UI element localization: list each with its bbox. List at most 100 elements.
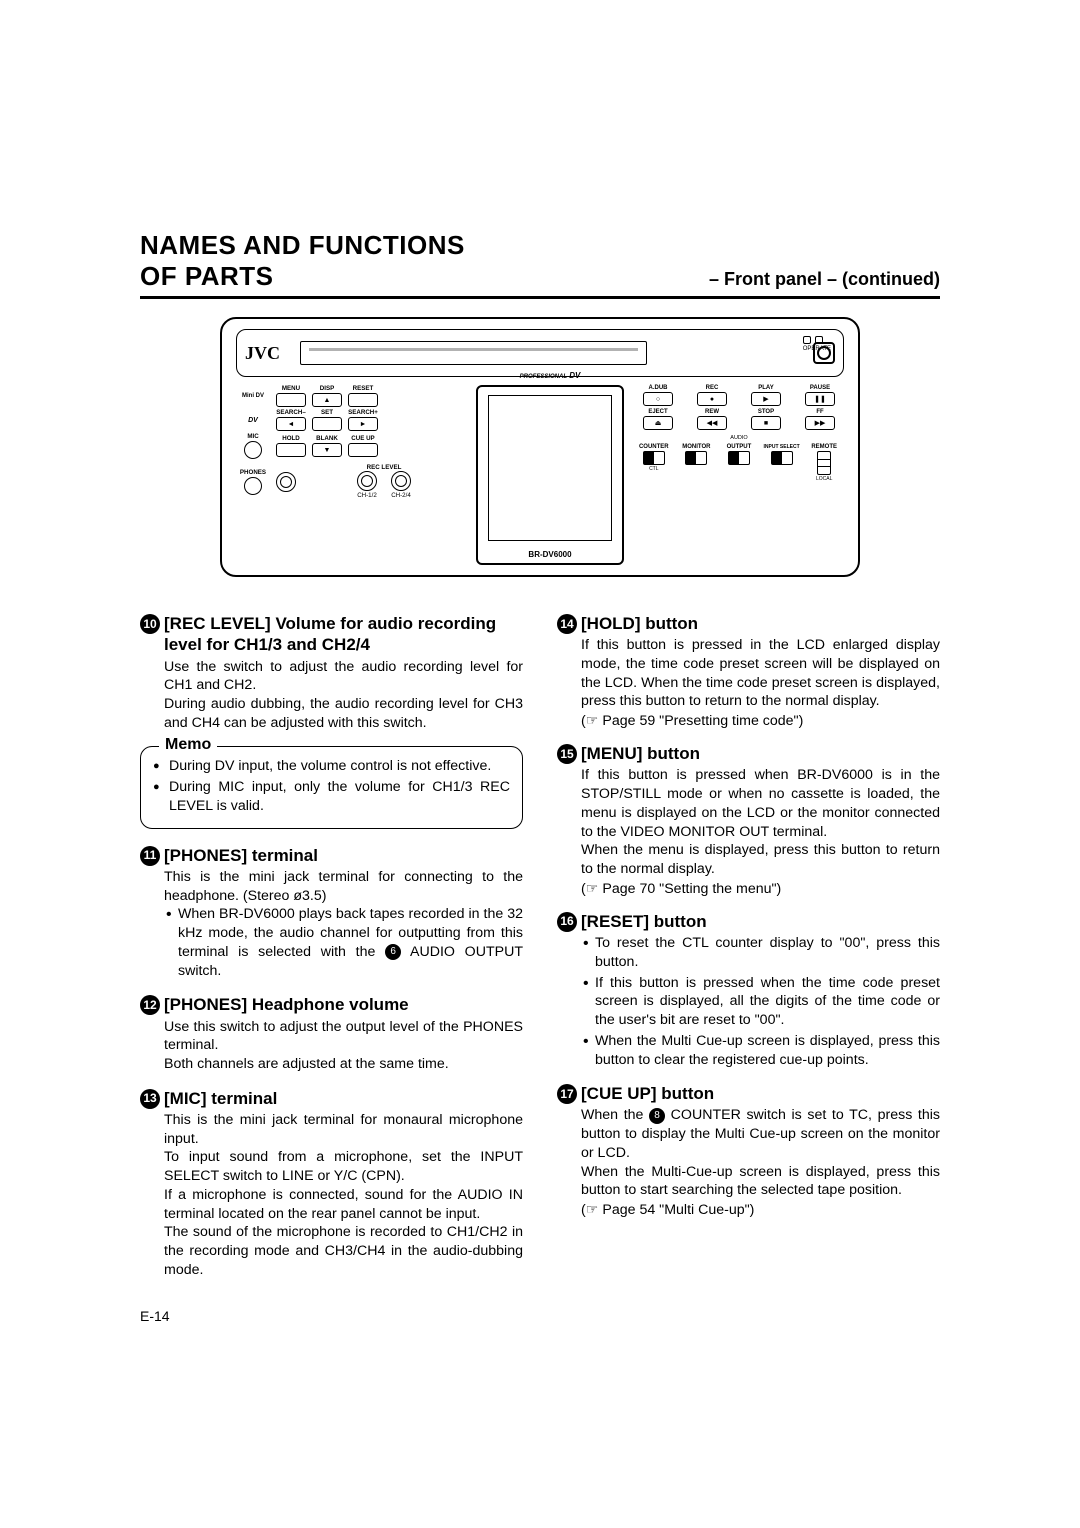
content-columns: 10 [REC LEVEL] Volume for audio recordin… [140,613,940,1324]
blank-label: BLANK [316,435,338,442]
front-panel-diagram: JVC OPERATE Mini DV MENU DISP▲ RESET DV … [220,317,860,577]
section-15-title: 15 [MENU] button [557,743,940,764]
section-number-icon: 11 [140,846,160,866]
rew-btn-icon: ◀◀ [697,416,727,430]
search-plus-btn-icon: ► [348,417,378,431]
diagram-right-controls: A.DUB○ REC● PLAY▶ PAUSE❚❚ EJECT⏏ REW◀◀ S… [634,385,844,565]
section-number-icon: 14 [557,614,577,634]
stop-label: STOP [758,409,774,415]
led-icon [815,336,823,344]
output-sw-icon [728,451,750,465]
section-10-body: Use the switch to adjust the audio recor… [140,658,523,733]
led-icon [803,336,811,344]
bullet-item: When the Multi Cue-up screen is displaye… [581,1032,940,1069]
set-label: SET [321,409,333,416]
play-label: PLAY [758,385,773,391]
heading-subtitle: – Front panel – (continued) [709,269,940,290]
reclevel-ch12-knob-icon [357,471,377,491]
section-15-ref: (☞ Page 70 "Setting the menu") [557,881,940,897]
ch12-label: CH-1/2 [357,492,377,499]
section-17-heading: [CUE UP] button [581,1083,714,1104]
section-number-icon: 12 [140,995,160,1015]
section-12-title: 12 [PHONES] Headphone volume [140,994,523,1015]
professional-dv-label: PROFESSIONAL DV [520,371,581,380]
section-13-heading: [MIC] terminal [164,1088,277,1109]
section-number-icon: 10 [140,614,160,634]
page-heading: NAMES AND FUNCTIONS OF PARTS – Front pan… [140,230,940,299]
stop-btn-icon: ■ [751,416,781,430]
cueup-btn-icon [348,443,378,457]
diagram-left-controls: Mini DV MENU DISP▲ RESET DV SEARCH–◄ SET… [236,385,466,565]
output-label: OUTPUT [727,444,752,450]
section-13-body: This is the mini jack terminal for monau… [140,1111,523,1280]
cueup-label: CUE UP [351,435,374,442]
set-btn-icon [312,417,342,431]
memo-box: Memo During DV input, the volume control… [140,746,523,828]
ch24-label: CH-2/4 [391,492,411,499]
hold-btn-icon [276,443,306,457]
heading-line2: OF PARTS [140,261,274,292]
section-17-title: 17 [CUE UP] button [557,1083,940,1104]
local-label: LOCAL [816,476,832,482]
ff-label: FF [816,409,823,415]
ff-btn-icon: ▶▶ [805,416,835,430]
menu-btn-icon [276,393,306,407]
section-14-heading: [HOLD] button [581,613,698,634]
section-14-ref: (☞ Page 59 "Presetting time code") [557,713,940,729]
left-column: 10 [REC LEVEL] Volume for audio recordin… [140,613,523,1324]
section-16-title: 16 [RESET] button [557,911,940,932]
section-number-icon: 17 [557,1084,577,1104]
monitor-label: MONITOR [682,444,710,450]
section-11-title: 11 [PHONES] terminal [140,845,523,866]
eject-btn-icon: ⏏ [643,416,673,430]
page-number: E-14 [140,1308,523,1324]
menu-label: MENU [282,385,300,392]
phones-vol-knob-icon [276,472,296,492]
rec-btn-icon: ● [697,392,727,406]
input-sw-icon [771,451,793,465]
section-number-icon: 16 [557,912,577,932]
search-minus-label: SEARCH– [276,409,306,416]
cassette-slot-icon [300,341,647,365]
remote-label: REMOTE [811,444,837,450]
memo-item: During DV input, the volume control is n… [153,757,510,776]
section-15-body: If this button is pressed when BR-DV6000… [557,766,940,878]
section-number-icon: 13 [140,1089,160,1109]
section-16-heading: [RESET] button [581,911,707,932]
ref-number-icon: 8 [649,1108,665,1124]
logo: JVC [245,343,280,364]
rew-label: REW [705,409,719,415]
blank-btn-icon: ▼ [312,443,342,457]
heading-line1: NAMES AND FUNCTIONS [140,230,940,261]
section-10-title: 10 [REC LEVEL] Volume for audio recordin… [140,613,523,656]
disp-label: DISP [320,385,334,392]
audio-group-label: AUDIO [730,435,747,441]
play-btn-icon: ▶ [751,392,781,406]
bullet-item: To reset the CTL counter display to "00"… [581,934,940,971]
eject-label: EJECT [648,409,667,415]
reclevel-label: REC LEVEL [302,464,466,471]
section-12-heading: [PHONES] Headphone volume [164,994,409,1015]
reset-label: RESET [353,385,374,392]
section-14-body: If this button is pressed in the LCD enl… [557,636,940,711]
minidv-label: Mini DV [242,393,264,399]
phones-jack-icon [244,477,262,495]
operate-label: OPERATE [803,346,831,352]
adub-label: A.DUB [649,385,668,391]
hold-label: HOLD [282,435,300,442]
section-12-body: Use this switch to adjust the output lev… [140,1018,523,1074]
section-13-title: 13 [MIC] terminal [140,1088,523,1109]
pause-btn-icon: ❚❚ [805,392,835,406]
section-17-ref: (☞ Page 54 "Multi Cue-up") [557,1202,940,1218]
rec-label: REC [706,385,719,391]
section-11-heading: [PHONES] terminal [164,845,318,866]
mic-jack-icon [244,441,262,459]
remote-sw-icon [817,451,831,475]
disp-btn-icon: ▲ [312,393,342,407]
bullet-item: When BR-DV6000 plays back tapes recorded… [164,905,523,980]
search-minus-btn-icon: ◄ [276,417,306,431]
section-17-body: When the 8 COUNTER switch is set to TC, … [557,1106,940,1200]
ref-number-icon: 6 [385,944,401,960]
input-select-label: INPUT SELECT [764,444,800,450]
lcd-screen-icon: PROFESSIONAL DV BR-DV6000 [476,385,624,565]
